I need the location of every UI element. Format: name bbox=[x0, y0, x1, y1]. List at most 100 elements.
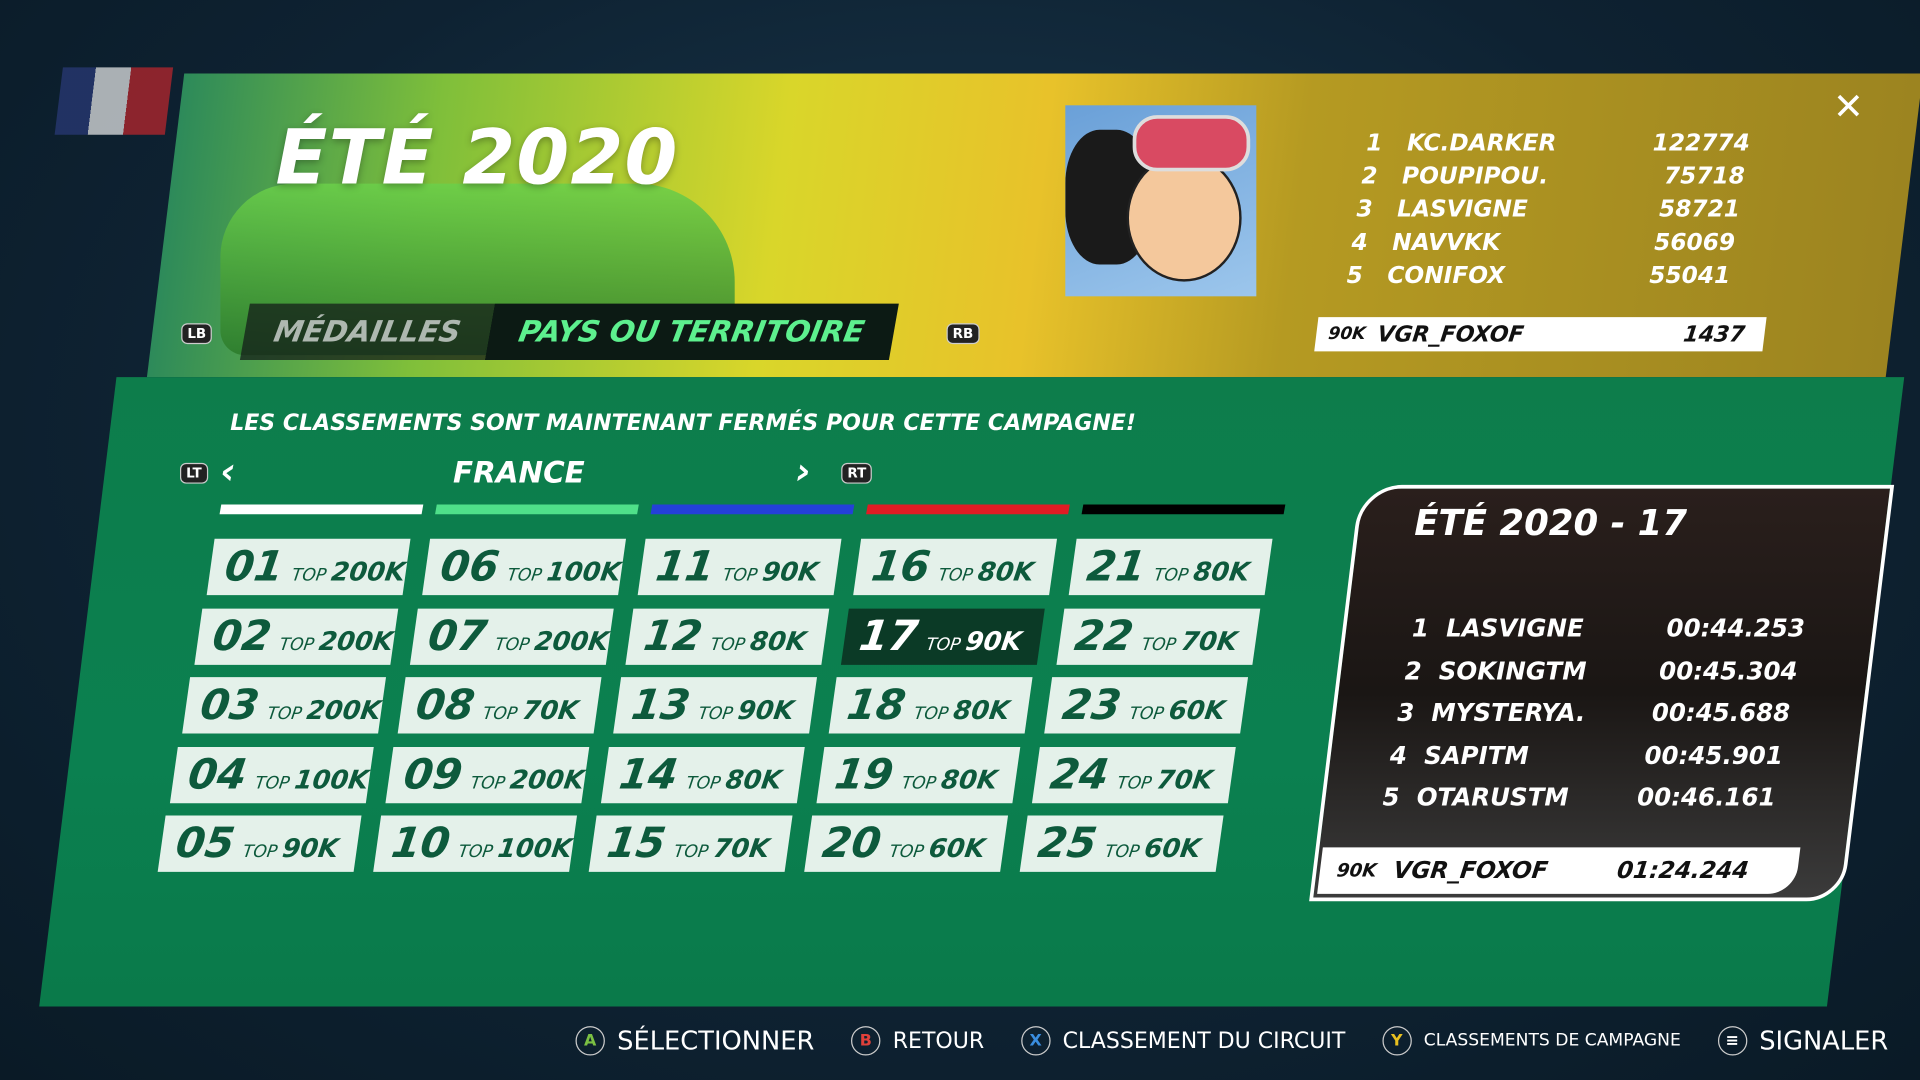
track-tile-02[interactable]: 02 TOP 200K bbox=[194, 607, 399, 665]
track-tile-16[interactable]: 16 TOP 80K bbox=[853, 538, 1058, 596]
top-label: TOP bbox=[278, 634, 316, 655]
track-rank: 80K bbox=[1191, 557, 1252, 587]
footer-hint-0[interactable]: A SÉLECTIONNER bbox=[575, 1026, 815, 1056]
track-leaderboard-row: 2 SOKINGTM 00:45.304 bbox=[1395, 655, 1798, 686]
track-number: 03 bbox=[197, 680, 263, 730]
hint-label: CLASSEMENT DU CIRCUIT bbox=[1062, 1027, 1346, 1054]
track-rank: 80K bbox=[951, 695, 1012, 725]
track-number: 04 bbox=[185, 750, 250, 799]
track-tile-06[interactable]: 06 TOP 100K bbox=[422, 538, 626, 596]
rb-button-hint[interactable]: RB bbox=[946, 323, 980, 345]
footer-hint-3[interactable]: Y CLASSEMENTS DE CAMPAGNE bbox=[1382, 1026, 1681, 1056]
tab-bar: MÉDAILLES PAYS OU TERRITOIRE bbox=[239, 303, 899, 361]
leaderboard-row: 2 POUPIPOU. 75718 bbox=[1348, 163, 1745, 190]
my-time: 01:24.244 bbox=[1615, 857, 1751, 885]
track-tile-01[interactable]: 01 TOP 200K bbox=[206, 538, 411, 596]
footer-hint-1[interactable]: B RETOUR bbox=[851, 1026, 985, 1056]
track-tile-11[interactable]: 11 TOP 90K bbox=[637, 538, 842, 596]
track-tile-24[interactable]: 24 TOP 70K bbox=[1031, 746, 1236, 803]
score: 55041 bbox=[1649, 262, 1731, 289]
top-label: TOP bbox=[457, 842, 495, 863]
track-number: 01 bbox=[221, 542, 287, 592]
my-name: VGR_FOXOF bbox=[1375, 321, 1526, 348]
player-name: OTARUSTM bbox=[1416, 782, 1569, 812]
track-rank: 90K bbox=[280, 833, 341, 864]
top-label: TOP bbox=[888, 842, 926, 863]
leaderboard-row: 1 KC.DARKER 122774 bbox=[1353, 130, 1750, 157]
track-tile-20[interactable]: 20 TOP 60K bbox=[804, 815, 1009, 872]
player-name: SOKINGTM bbox=[1438, 655, 1587, 686]
top-label: TOP bbox=[684, 773, 722, 793]
my-track-rank: 90K VGR_FOXOF 01:24.244 bbox=[1317, 847, 1801, 894]
track-card bbox=[1309, 484, 1895, 902]
stripe bbox=[219, 504, 424, 515]
hint-label: SÉLECTIONNER bbox=[617, 1026, 815, 1056]
track-number: 17 bbox=[856, 611, 921, 661]
track-tile-10[interactable]: 10 TOP 100K bbox=[373, 815, 578, 872]
top-label: TOP bbox=[937, 565, 975, 586]
track-number: 14 bbox=[616, 750, 681, 799]
track-number: 06 bbox=[437, 542, 503, 592]
rank: 4 bbox=[1351, 228, 1368, 256]
player-name: LASVIGNE bbox=[1397, 195, 1528, 223]
track-number: 22 bbox=[1071, 611, 1137, 661]
stripe bbox=[1081, 504, 1286, 515]
rank: 1 bbox=[1366, 129, 1383, 157]
footer-hint-4[interactable]: ≡ SIGNALER bbox=[1717, 1026, 1888, 1056]
player-name: SAPITM bbox=[1424, 740, 1529, 770]
track-tile-21[interactable]: 21 TOP 80K bbox=[1068, 538, 1273, 596]
track-number: 18 bbox=[843, 680, 909, 730]
track-rank: 60K bbox=[1142, 833, 1203, 864]
footer-hints: A SÉLECTIONNER B RETOUR X CLASSEMENT DU CIRCU… bbox=[575, 1026, 1889, 1056]
track-tile-13[interactable]: 13 TOP 90K bbox=[613, 677, 818, 734]
rank: 5 bbox=[1382, 782, 1400, 812]
hint-label: CLASSEMENTS DE CAMPAGNE bbox=[1423, 1031, 1681, 1051]
rt-button-hint[interactable]: RT bbox=[841, 462, 873, 484]
track-rank: 80K bbox=[939, 764, 1000, 795]
track-rank: 90K bbox=[963, 626, 1024, 656]
tab-pays-ou-territoire[interactable]: PAYS OU TERRITOIRE bbox=[484, 303, 899, 361]
hint-label: RETOUR bbox=[892, 1027, 985, 1054]
track-number: 11 bbox=[652, 542, 718, 592]
top-label: TOP bbox=[721, 565, 759, 586]
close-icon[interactable]: ✕ bbox=[1833, 85, 1864, 129]
track-tile-08[interactable]: 08 TOP 70K bbox=[397, 677, 602, 734]
top-label: TOP bbox=[672, 842, 710, 863]
track-tile-05[interactable]: 05 TOP 90K bbox=[157, 815, 362, 872]
chevron-left-icon[interactable]: ‹ bbox=[220, 450, 236, 494]
track-tile-18[interactable]: 18 TOP 80K bbox=[828, 677, 1033, 734]
track-number: 09 bbox=[400, 750, 466, 799]
score: 56069 bbox=[1654, 228, 1736, 256]
campaign-title: ÉTÉ 2020 bbox=[275, 112, 679, 203]
time: 00:45.304 bbox=[1659, 655, 1798, 686]
track-tile-03[interactable]: 03 TOP 200K bbox=[182, 677, 386, 734]
player-name: NAVVKK bbox=[1392, 228, 1501, 256]
rank: 4 bbox=[1389, 740, 1407, 770]
track-tile-23[interactable]: 23 TOP 60K bbox=[1044, 677, 1249, 734]
rank: 5 bbox=[1346, 262, 1363, 289]
track-tile-22[interactable]: 22 TOP 70K bbox=[1056, 607, 1261, 665]
top-label: TOP bbox=[241, 842, 279, 863]
track-tile-04[interactable]: 04 TOP 100K bbox=[169, 746, 374, 803]
footer-hint-2[interactable]: X CLASSEMENT DU CIRCUIT bbox=[1020, 1026, 1346, 1056]
track-rank: 80K bbox=[723, 764, 784, 795]
track-tile-09[interactable]: 09 TOP 200K bbox=[385, 746, 590, 803]
lb-button-hint[interactable]: LB bbox=[181, 323, 213, 345]
track-leaderboard-row: 4 SAPITM 00:45.901 bbox=[1380, 740, 1783, 770]
track-number: 21 bbox=[1083, 542, 1149, 592]
lt-button-hint[interactable]: LT bbox=[180, 462, 208, 484]
track-tile-15[interactable]: 15 TOP 70K bbox=[588, 815, 793, 872]
score: 58721 bbox=[1659, 195, 1741, 223]
track-tile-14[interactable]: 14 TOP 80K bbox=[600, 746, 805, 803]
track-tile-19[interactable]: 19 TOP 80K bbox=[816, 746, 1021, 803]
track-tile-17[interactable]: 17 TOP 90K bbox=[840, 607, 1045, 665]
track-tile-07[interactable]: 07 TOP 200K bbox=[409, 607, 614, 665]
track-tile-25[interactable]: 25 TOP 60K bbox=[1019, 815, 1224, 872]
chevron-right-icon[interactable]: › bbox=[795, 450, 812, 494]
my-tier: 90K bbox=[1327, 324, 1367, 345]
my-campaign-rank: 90K VGR_FOXOF 1437 bbox=[1314, 317, 1767, 352]
track-number: 05 bbox=[172, 819, 238, 869]
tab-medailles[interactable]: MÉDAILLES bbox=[239, 303, 495, 361]
track-tile-12[interactable]: 12 TOP 80K bbox=[625, 607, 830, 665]
top-label: TOP bbox=[912, 704, 950, 724]
